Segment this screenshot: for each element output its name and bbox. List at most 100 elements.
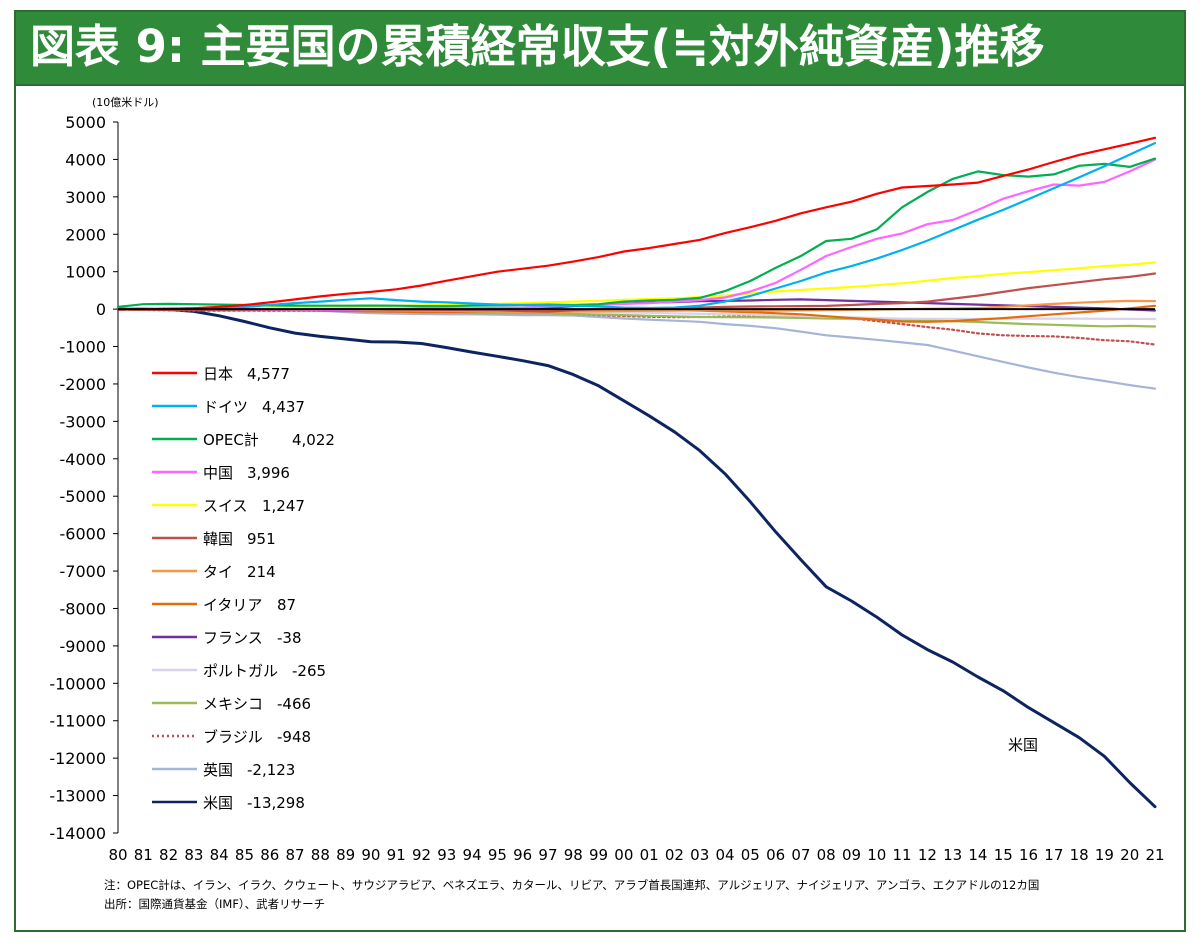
x-tick-label: 09 bbox=[842, 846, 861, 864]
title-bar: 図表 9: 主要国の累積経常収支(≒対外純資産)推移 bbox=[16, 12, 1184, 86]
series-line-13 bbox=[116, 307, 1157, 809]
y-tick-label: 4000 bbox=[65, 150, 106, 169]
legend-name-2: OPEC計 bbox=[203, 431, 259, 449]
x-tick-label: 99 bbox=[589, 846, 608, 864]
y-tick-label: -10000 bbox=[49, 674, 106, 693]
legend-value-3: 3,996 bbox=[247, 464, 290, 482]
notes: 注：OPEC計は、イラン、イラク、クウェート、サウジアラビア、ベネズエラ、カター… bbox=[104, 876, 1039, 914]
y-tick-label: 1000 bbox=[65, 263, 106, 282]
x-tick-label: 83 bbox=[184, 846, 203, 864]
x-tick-label: 18 bbox=[1070, 846, 1089, 864]
y-tick-label: -3000 bbox=[60, 412, 107, 431]
x-tick-label: 04 bbox=[715, 846, 734, 864]
legend-name-6: タイ bbox=[203, 563, 233, 581]
x-tick-label: 20 bbox=[1120, 846, 1139, 864]
legend-name-9: ポルトガル bbox=[203, 662, 278, 680]
figure-title: 図表 9: 主要国の累積経常収支(≒対外純資産)推移 bbox=[30, 20, 1045, 73]
legend-name-0: 日本 bbox=[203, 365, 233, 383]
x-tick-label: 88 bbox=[311, 846, 330, 864]
x-tick-label: 12 bbox=[918, 846, 937, 864]
us-annotation: 米国 bbox=[1008, 736, 1038, 754]
x-tick-label: 92 bbox=[412, 846, 431, 864]
legend-name-8: フランス bbox=[203, 629, 263, 647]
legend-value-6: 214 bbox=[247, 563, 276, 581]
x-tick-label: 05 bbox=[741, 846, 760, 864]
legend-name-10: メキシコ bbox=[203, 695, 263, 713]
legend-value-0: 4,577 bbox=[247, 365, 290, 383]
y-tick-label: -12000 bbox=[49, 749, 106, 768]
x-tick-label: 91 bbox=[387, 846, 406, 864]
x-tick-label: 82 bbox=[159, 846, 178, 864]
legend-value-13: -13,298 bbox=[247, 794, 305, 812]
x-tick-label: 11 bbox=[893, 846, 912, 864]
y-tick-label: -13000 bbox=[49, 787, 106, 806]
y-tick-label: -14000 bbox=[49, 824, 106, 843]
y-tick-label: 3000 bbox=[65, 188, 106, 207]
legend-name-12: 英国 bbox=[203, 761, 233, 779]
x-tick-label: 21 bbox=[1145, 846, 1164, 864]
y-tick-label: 0 bbox=[96, 300, 106, 319]
series-line-4 bbox=[116, 261, 1157, 311]
legend-name-13: 米国 bbox=[203, 794, 233, 812]
legend-name-1: ドイツ bbox=[203, 398, 248, 416]
x-tick-label: 03 bbox=[690, 846, 709, 864]
legend-value-9: -265 bbox=[292, 662, 326, 680]
legend-name-11: ブラジル bbox=[203, 728, 263, 746]
figure-frame: 図表 9: 主要国の累積経常収支(≒対外純資産)推移 bbox=[14, 10, 1186, 932]
x-tick-label: 17 bbox=[1044, 846, 1063, 864]
x-tick-label: 89 bbox=[336, 846, 355, 864]
x-tick-label: 10 bbox=[867, 846, 886, 864]
x-tick-label: 97 bbox=[538, 846, 557, 864]
legend-name-3: 中国 bbox=[203, 464, 233, 482]
y-tick-label: -4000 bbox=[60, 450, 107, 469]
y-tick-label: -7000 bbox=[60, 562, 107, 581]
series-line-0 bbox=[116, 136, 1157, 311]
legend-value-4: 1,247 bbox=[262, 497, 305, 515]
y-tick-label: -9000 bbox=[60, 637, 107, 656]
x-tick-label: 16 bbox=[1019, 846, 1038, 864]
y-tick-label: 2000 bbox=[65, 225, 106, 244]
series-line-2 bbox=[116, 157, 1157, 308]
y-axis-unit-label: (10億米ドル) bbox=[92, 96, 159, 109]
y-tick-label: -2000 bbox=[60, 375, 107, 394]
x-tick-label: 98 bbox=[564, 846, 583, 864]
x-tick-label: 86 bbox=[260, 846, 279, 864]
y-tick-label: -8000 bbox=[60, 599, 107, 618]
x-tick-label: 84 bbox=[210, 846, 229, 864]
x-tick-label: 02 bbox=[665, 846, 684, 864]
x-tick-label: 80 bbox=[108, 846, 127, 864]
x-tick-label: 90 bbox=[361, 846, 380, 864]
legend-name-5: 韓国 bbox=[203, 530, 233, 548]
x-tick-label: 13 bbox=[943, 846, 962, 864]
chart-labels: 米国 bbox=[1008, 736, 1038, 754]
x-tick-label: 81 bbox=[134, 846, 153, 864]
chart-lines bbox=[116, 136, 1157, 809]
x-tick-label: 95 bbox=[488, 846, 507, 864]
y-tick-label: -11000 bbox=[49, 712, 106, 731]
legend-value-1: 4,437 bbox=[262, 398, 305, 416]
x-tick-label: 85 bbox=[235, 846, 254, 864]
legend-name-7: イタリア bbox=[203, 596, 262, 614]
legend-value-8: -38 bbox=[277, 629, 302, 647]
chart-axes: 500040003000200010000-1000-2000-3000-400… bbox=[49, 96, 1164, 864]
series-line-3 bbox=[116, 158, 1157, 311]
x-tick-label: 00 bbox=[614, 846, 633, 864]
y-tick-label: 5000 bbox=[65, 113, 106, 132]
y-tick-label: -6000 bbox=[60, 525, 107, 544]
series-line-1 bbox=[116, 142, 1157, 311]
x-tick-label: 96 bbox=[513, 846, 532, 864]
x-tick-label: 07 bbox=[791, 846, 810, 864]
legend-value-11: -948 bbox=[277, 728, 311, 746]
legend-name-4: スイス bbox=[203, 497, 248, 515]
x-tick-label: 14 bbox=[968, 846, 987, 864]
legend-value-2: 4,022 bbox=[292, 431, 335, 449]
x-tick-label: 08 bbox=[817, 846, 836, 864]
source-note: 出所：国際通貨基金（IMF）、武者リサーチ bbox=[104, 897, 326, 911]
legend-value-7: 87 bbox=[277, 596, 296, 614]
x-tick-label: 15 bbox=[994, 846, 1013, 864]
x-tick-label: 87 bbox=[286, 846, 305, 864]
legend-value-5: 951 bbox=[247, 530, 276, 548]
x-tick-label: 06 bbox=[766, 846, 785, 864]
